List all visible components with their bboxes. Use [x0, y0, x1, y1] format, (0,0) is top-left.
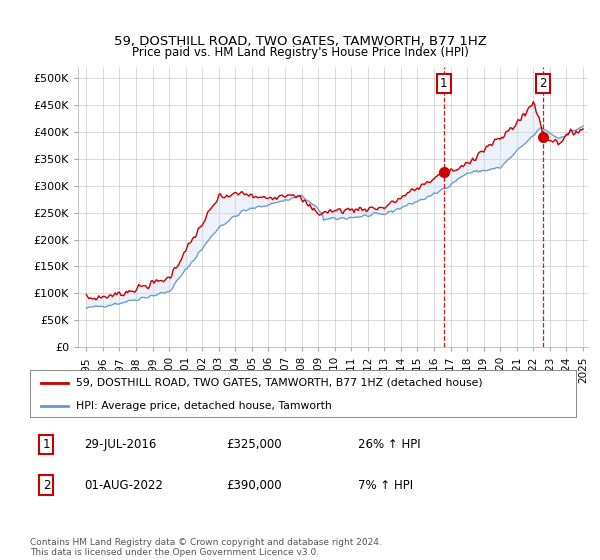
Text: Price paid vs. HM Land Registry's House Price Index (HPI): Price paid vs. HM Land Registry's House … [131, 46, 469, 59]
Text: 1: 1 [440, 77, 448, 90]
Text: 1: 1 [43, 438, 50, 451]
Text: £390,000: £390,000 [227, 479, 282, 492]
Text: 2: 2 [43, 479, 50, 492]
Text: 29-JUL-2016: 29-JUL-2016 [85, 438, 157, 451]
Text: 2: 2 [539, 77, 547, 90]
Text: £325,000: £325,000 [227, 438, 282, 451]
Text: 26% ↑ HPI: 26% ↑ HPI [358, 438, 420, 451]
Text: HPI: Average price, detached house, Tamworth: HPI: Average price, detached house, Tamw… [76, 401, 332, 411]
Text: 59, DOSTHILL ROAD, TWO GATES, TAMWORTH, B77 1HZ (detached house): 59, DOSTHILL ROAD, TWO GATES, TAMWORTH, … [76, 378, 483, 388]
Text: Contains HM Land Registry data © Crown copyright and database right 2024.
This d: Contains HM Land Registry data © Crown c… [30, 538, 382, 557]
Text: 59, DOSTHILL ROAD, TWO GATES, TAMWORTH, B77 1HZ: 59, DOSTHILL ROAD, TWO GATES, TAMWORTH, … [113, 35, 487, 48]
Text: 01-AUG-2022: 01-AUG-2022 [85, 479, 163, 492]
Text: 7% ↑ HPI: 7% ↑ HPI [358, 479, 413, 492]
